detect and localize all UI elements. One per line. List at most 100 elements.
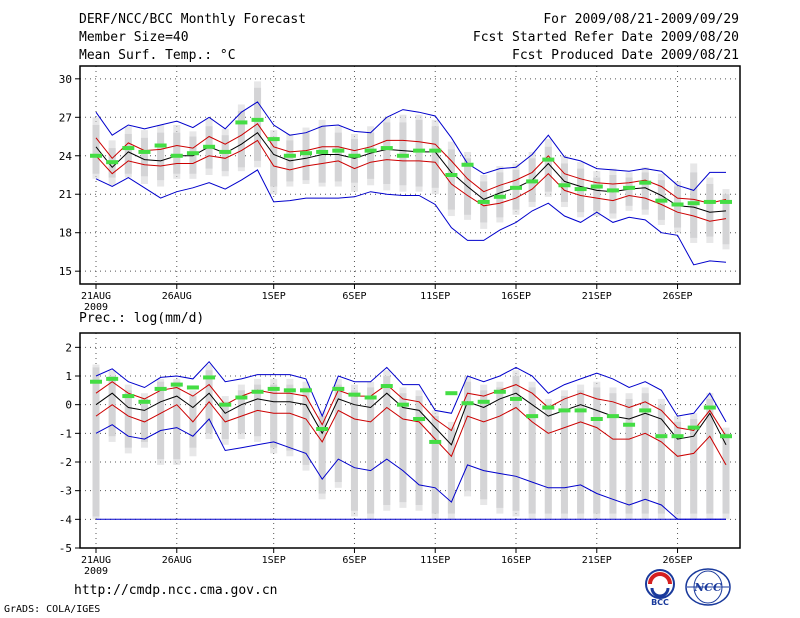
ensemble-box	[512, 376, 520, 511]
observation-marker	[267, 386, 280, 391]
forecast-produced-date-label: Fcst Produced Date 2009/08/21	[512, 48, 739, 63]
observation-marker	[138, 399, 151, 404]
observation-marker	[122, 394, 135, 399]
ensemble-box	[237, 390, 245, 434]
x-tick-label-26aug: 26AUG	[162, 291, 192, 302]
ensemble-box	[302, 387, 310, 465]
ensemble-box	[383, 122, 391, 184]
y-tick-label: -4	[59, 513, 73, 526]
ensemble-box	[173, 132, 181, 174]
x-tick-label-1sep: 1SEP	[262, 555, 286, 566]
observation-marker	[106, 376, 119, 381]
x-tick-sublabel-year: 2009	[84, 302, 108, 313]
observation-marker	[429, 148, 442, 153]
ensemble-box	[124, 390, 132, 448]
observation-marker	[251, 117, 264, 122]
x-tick-label-6sep: 6SEP	[342, 291, 366, 302]
ensemble-box	[221, 401, 229, 440]
series-line-lower	[95, 139, 727, 222]
series-line-min	[95, 418, 726, 520]
x-tick-sublabel-year: 2009	[84, 566, 108, 577]
series-line-upper	[95, 122, 727, 204]
observation-marker	[283, 388, 296, 393]
observation-marker	[154, 386, 167, 391]
ensemble-box	[92, 124, 100, 174]
ensemble-box	[286, 384, 294, 451]
observation-marker	[348, 153, 361, 158]
series-line-lower	[95, 401, 727, 466]
observation-marker	[429, 439, 442, 444]
ensemble-box	[480, 390, 488, 500]
y-tick-label: 0	[65, 399, 72, 412]
bcc-logo: BCC	[645, 569, 675, 607]
ensemble-box	[544, 146, 552, 192]
observation-marker	[364, 395, 377, 400]
series-line-mean	[95, 132, 727, 213]
bcc-logo-text: BCC	[651, 598, 669, 607]
x-tick-label-26aug: 26AUG	[162, 555, 192, 566]
series-line-max	[95, 101, 726, 191]
observation-marker	[542, 157, 555, 162]
observation-marker	[413, 417, 426, 421]
observation-marker	[154, 143, 167, 148]
y-tick-label: 15	[59, 265, 72, 278]
x-tick-label-21aug: 21AUG	[81, 555, 111, 566]
ensemble-box	[657, 404, 665, 514]
x-tick-label-1sep: 1SEP	[262, 291, 286, 302]
y-tick-label: -3	[59, 485, 72, 498]
observation-marker	[445, 173, 458, 177]
ensemble-box	[609, 393, 617, 514]
observation-marker	[186, 151, 199, 156]
ensemble-box	[237, 110, 245, 168]
x-tick-label-11sep: 11SEP	[420, 291, 450, 302]
y-tick-label: 18	[59, 227, 72, 240]
observation-marker	[558, 183, 571, 188]
ensemble-box	[124, 133, 132, 174]
ensemble-box	[367, 387, 375, 514]
ensemble-box	[706, 398, 714, 514]
x-tick-label-11sep: 11SEP	[420, 555, 450, 566]
ensemble-box	[560, 163, 568, 202]
ensemble-box	[625, 177, 633, 206]
observation-marker	[170, 382, 183, 387]
observation-marker	[477, 199, 490, 204]
observation-marker	[235, 120, 248, 125]
ensemble-box	[270, 136, 278, 187]
ensemble-box	[528, 387, 536, 514]
observation-marker	[720, 199, 732, 204]
observation-marker	[219, 402, 232, 407]
x-tick-label-16sep: 16SEP	[501, 555, 531, 566]
observation-marker	[267, 137, 280, 142]
x-tick-label-16sep: 16SEP	[501, 291, 531, 302]
ensemble-box	[318, 416, 326, 494]
y-tick-label: 27	[59, 111, 72, 124]
observation-marker	[316, 427, 329, 432]
ensemble-box	[577, 390, 585, 514]
observation-marker	[316, 149, 329, 154]
y-tick-label: 30	[59, 73, 72, 86]
observation-marker	[510, 185, 522, 190]
x-tick-label-6sep: 6SEP	[342, 555, 366, 566]
observation-marker	[90, 379, 102, 384]
observation-marker	[170, 153, 183, 158]
x-tick-label-21sep: 21SEP	[582, 291, 612, 302]
ensemble-box	[350, 139, 358, 183]
observation-marker	[106, 160, 119, 165]
ensemble-box	[415, 119, 423, 187]
observation-marker	[720, 434, 732, 439]
observation-marker	[396, 153, 409, 158]
observation-marker	[655, 198, 668, 203]
ensemble-box	[593, 177, 601, 211]
observation-marker	[283, 153, 296, 158]
ensemble-box	[367, 132, 375, 179]
ensemble-box	[415, 396, 423, 505]
observation-marker	[203, 144, 216, 149]
ensemble-box	[609, 175, 617, 214]
y-tick-label: 24	[59, 150, 73, 163]
observation-marker	[574, 187, 587, 192]
observation-marker	[300, 388, 312, 393]
ensemble-box	[625, 398, 633, 514]
series-line-upper	[95, 381, 727, 437]
